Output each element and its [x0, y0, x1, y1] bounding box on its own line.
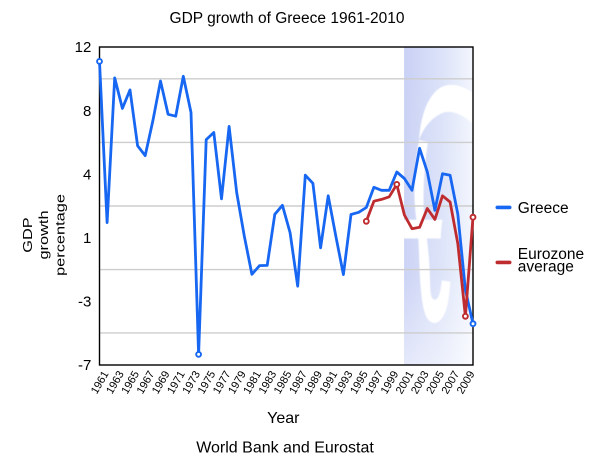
svg-text:percentage: percentage [54, 194, 68, 276]
svg-text:Eurozone: Eurozone [518, 246, 584, 263]
svg-text:-7: -7 [78, 357, 91, 374]
svg-text:-3: -3 [78, 294, 91, 311]
svg-text:growth: growth [38, 210, 52, 259]
svg-text:World Bank and Eurostat: World Bank and Eurostat [196, 440, 374, 457]
svg-text:GDP growth of Greece 1961-2010: GDP growth of Greece 1961-2010 [170, 10, 405, 27]
svg-text:8: 8 [83, 103, 91, 120]
svg-text:average: average [518, 258, 574, 275]
svg-text:1: 1 [83, 230, 91, 247]
svg-text:12: 12 [75, 39, 92, 56]
svg-text:Greece: Greece [518, 200, 569, 217]
svg-text:GDP: GDP [21, 217, 35, 253]
svg-text:4: 4 [83, 166, 91, 183]
svg-text:Year: Year [267, 410, 300, 427]
